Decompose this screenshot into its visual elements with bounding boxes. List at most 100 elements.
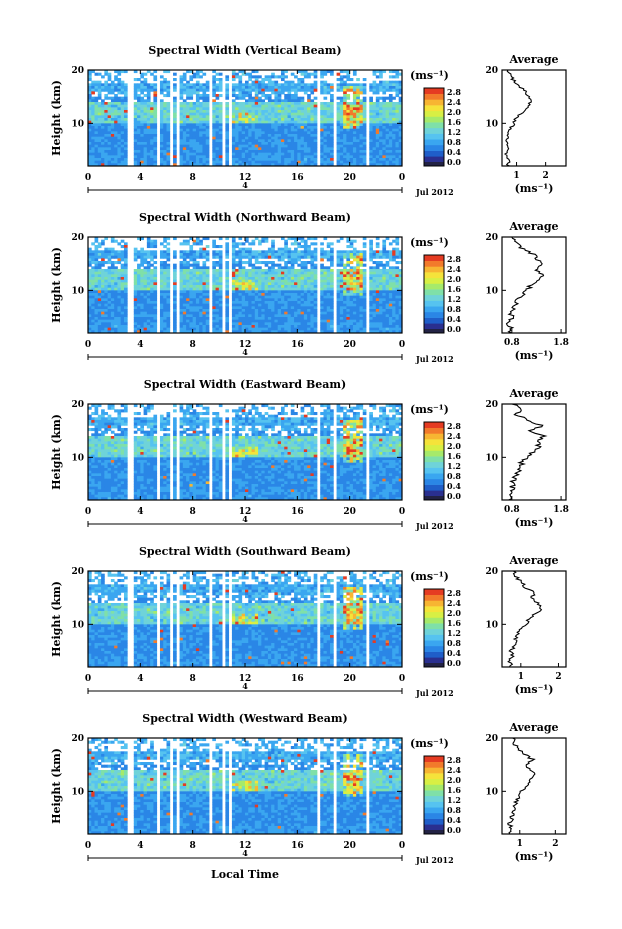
y-axis-label: Height (km) [50,80,63,156]
x-tick-label: 20 [343,340,356,350]
colorbar-tick-label: 2.4 [447,598,461,608]
panel-title: Spectral Width (Vertical Beam) [148,44,341,57]
colorbar-tick-label: 0.4 [447,147,461,157]
colorbar-segment [424,606,444,613]
colorbar-frame [423,87,445,167]
colorbar-segment [424,317,444,324]
average-y-tick-label: 10 [485,453,498,463]
colorbar-tick-label: 1.2 [447,628,461,638]
x-tick-label: 20 [343,173,356,183]
average-title: Average [508,554,558,567]
colorbar-segment [424,294,444,301]
y-tick-label: 10 [71,787,84,797]
average-x-tick-label: 1 [513,171,519,181]
colorbar-segment [424,600,444,607]
average-x-tick-label: 1.8 [553,505,569,515]
colorbar-segment [424,105,444,112]
average-y-tick-label: 10 [485,119,498,129]
colorbar-segment [424,484,444,491]
x-tick-label: 8 [190,173,196,183]
average-frame [501,69,567,167]
colorbar-underflow [424,663,444,667]
panel-2: Spectral Width (Northward Beam) 0 4 8 12 16 20… [50,211,569,364]
colorbar-tick-label: 1.2 [447,294,461,304]
colorbar-tick-label: 2.4 [447,264,461,274]
colorbar-segment [424,478,444,485]
average-y-tick-label: 20 [485,734,498,744]
colorbar-segment [424,784,444,791]
colorbar-segment [424,422,444,428]
average-panel: Average 10 20 0.8 1.8(ms⁻¹) [485,220,568,362]
average-profile-line [503,69,532,167]
average-panel: Average 10 20 1 2(ms⁻¹) [485,721,567,863]
colorbar-tick-label: 2.0 [447,441,461,451]
y-tick-label: 20 [71,233,84,243]
x-tick-label: 12 [239,841,252,851]
colorbar-tick-label: 2.8 [447,588,461,598]
colorbar-tick-label: 1.6 [447,618,461,628]
colorbar-segment [424,300,444,307]
average-y-tick-label: 10 [485,286,498,296]
date-label: Jul 2012 [415,187,454,197]
panel-5: Spectral Width (Westward Beam)0 4 8 12 16 20 0… [50,712,567,865]
y-axis-label: Height (km) [50,581,63,657]
average-profile-line [507,570,543,668]
average-x-tick-label: 2 [543,171,549,181]
colorbar-tick-label: 0.4 [447,815,461,825]
colorbar-segment [424,490,444,497]
average-title: Average [508,387,558,400]
colorbar-segment [424,589,444,595]
x-tick-label: 4 [137,340,143,350]
colorbar-tick-label: 2.4 [447,431,461,441]
colorbar: (ms⁻¹) 2.82.42.01.61.20.80.40.0 [410,570,461,668]
average-title: Average [508,220,558,233]
x-tick-label: 12 [239,507,252,517]
heatmap-cells [88,70,403,167]
colorbar-segment [424,467,444,474]
average-x-tick-label: 2 [552,839,558,849]
panel-3: Spectral Width (Eastward Beam) 0 4 8 12 16 20 0… [50,378,569,531]
colorbar-segment [424,110,444,117]
colorbar-tick-label: 1.2 [447,127,461,137]
average-panel: Average 10 20 1 2(ms⁻¹) [485,53,567,195]
colorbar-segment [424,461,444,468]
colorbar-tick-label: 0.0 [447,825,461,835]
y-axis-label: Height (km) [50,414,63,490]
colorbar-segment [424,795,444,802]
average-x-label: (ms⁻¹) [515,349,554,362]
average-y-tick-label: 10 [485,787,498,797]
panel-title: Spectral Width (Southward Beam) [139,545,351,558]
colorbar-segment [424,99,444,106]
average-profile-line [505,236,545,334]
colorbar-segment [424,255,444,261]
x-tick-label: 0 [85,173,91,183]
y-tick-label: 10 [71,119,84,129]
x-tick-label: 4 [137,173,143,183]
colorbar-segment [424,807,444,814]
colorbar-tick-label: 0.0 [447,157,461,167]
colorbar-segment [424,323,444,330]
colorbar-tick-label: 2.8 [447,87,461,97]
panel-4: Spectral Width (Southward Beam)0 4 8 12 16 20… [50,545,567,698]
colorbar-segment [424,133,444,140]
colorbar-tick-label: 1.2 [447,461,461,471]
y-axis-label: Height (km) [50,748,63,824]
x-tick-label: 0 [399,841,405,851]
average-y-tick-label: 20 [485,233,498,243]
colorbar-tick-label: 2.8 [447,421,461,431]
colorbar-segment [424,272,444,279]
panel-1: Spectral Width (Vertical Beam)0 4 8 12 16 20 0… [50,44,567,197]
colorbar-tick-label: 2.4 [447,765,461,775]
colorbar-underflow [424,496,444,500]
colorbar-underflow [424,329,444,333]
date-label: Jul 2012 [415,354,454,364]
x-tick-label: 16 [291,674,304,684]
colorbar-tick-label: 2.0 [447,608,461,618]
colorbar-segment [424,473,444,480]
colorbar-tick-label: 1.6 [447,117,461,127]
colorbar-segment [424,657,444,664]
colorbar-segment [424,93,444,100]
x-tick-label: 12 [239,674,252,684]
x-tick-label: 0 [85,340,91,350]
x-tick-label: 16 [291,841,304,851]
